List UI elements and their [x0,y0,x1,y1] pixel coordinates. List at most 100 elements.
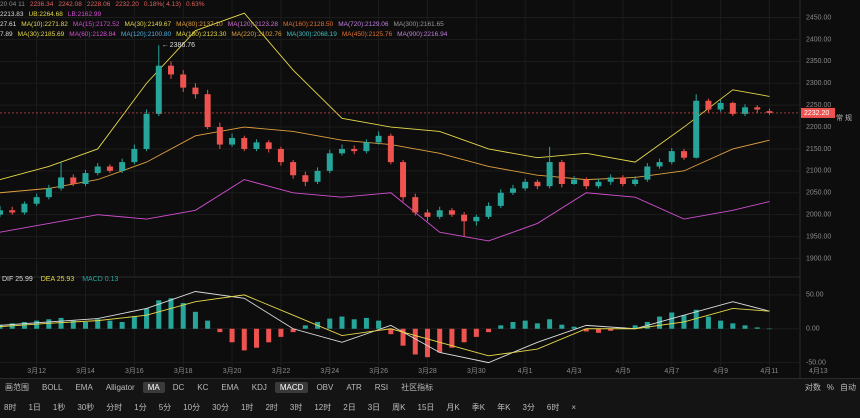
macd-bar [290,328,296,333]
x-tick-label: 3月14 [76,367,95,375]
macd-bar [192,311,198,329]
interval-button[interactable]: 2时 [265,402,278,412]
macd-bar [58,317,64,329]
candle-body [546,162,553,187]
macd-bar [632,325,638,329]
indicator-button[interactable]: Alligator [105,383,135,392]
indicator-button[interactable]: BOLL [42,383,63,392]
interval-button[interactable]: 1时 [240,402,254,412]
indicator-button[interactable]: OBV [316,383,334,392]
candle-body [717,102,724,110]
header-item: LB:2162.99 [67,11,102,18]
y-tick-label: 2150.00 [806,146,831,153]
interval-button[interactable]: 1日 [28,402,41,412]
header-item: 2213.83 [0,11,24,18]
interval-button[interactable]: × [571,402,577,412]
macd-legend: DEA 25.93 [41,276,75,283]
x-tick-label: 3月30 [467,367,486,375]
last-price-tag [801,107,835,118]
indicator-button[interactable]: ATR [346,383,362,392]
y-tick-label: 2000.00 [806,212,831,219]
header-item: MA(30):2185.69 [17,31,65,38]
candle-body [558,162,565,184]
interval-button[interactable]: 周K [392,402,406,412]
macd-bar [253,328,259,348]
macd-bar [657,316,663,329]
macd-bar [363,317,369,329]
interval-button[interactable]: 1秒 [52,402,66,412]
y-tick-label: 2050.00 [806,190,831,197]
scale-options: 对数% 自动 [805,379,856,396]
indicator-button[interactable]: KDJ [251,383,267,392]
interval-button[interactable]: 年K [497,402,511,412]
indicator-line [0,12,770,181]
interval-button[interactable]: 12时 [314,402,332,412]
header-item: MA(60):2128.84 [69,31,116,38]
interval-button[interactable]: 2日 [343,402,356,412]
x-tick-label: 3月22 [272,367,291,375]
macd-bar [705,316,711,329]
scale-button[interactable]: 对数 [804,383,821,392]
indicator-button[interactable]: RSI [374,383,389,392]
macd-bar [608,328,614,331]
header-item: MA(80):2137.10 [176,21,223,28]
header-item: MA(300):2068.19 [286,31,337,38]
candle-body [314,170,321,182]
interval-button[interactable]: 30分 [212,402,229,412]
macd-bar [669,312,675,329]
indicator-button[interactable]: 社区指标 [401,383,434,392]
y-tick-label: 0.00 [806,326,820,333]
interval-button[interactable]: 月K [446,402,460,412]
macd-bar [205,320,211,329]
interval-button[interactable]: 15日 [417,402,435,412]
x-tick-label: 4月11 [760,367,778,375]
indicator-button[interactable]: 画范围 [5,383,29,392]
scale-button[interactable]: 自动 [840,383,856,392]
header-item: MA(300):2161.65 [393,21,444,28]
indicator-button[interactable]: DC [172,383,185,392]
macd-bar [742,325,748,329]
header-item: 2242.08 [58,1,82,8]
candle-body [58,177,65,189]
scale-button[interactable]: % [826,383,834,392]
candle-body [94,166,101,174]
interval-button[interactable]: 季K [471,402,486,412]
indicator-button[interactable]: KC [197,383,209,392]
interval-button[interactable]: 6时 [546,402,560,412]
indicator-button[interactable]: MA [142,382,165,393]
macd-bar [168,298,174,329]
macd-bar [473,328,479,337]
macd-bar [107,320,113,329]
candle-body [754,107,761,110]
macd-bar [388,328,394,335]
interval-button[interactable]: 分时 [106,402,123,412]
macd-bar [437,328,443,353]
header-row: 20 04 11 2236.34 2242.08 2228.06 2232.20 0.18… [0,0,447,10]
macd-bar [131,316,137,329]
interval-button[interactable]: 10分 [183,402,201,412]
interval-button[interactable]: 30秒 [77,402,95,412]
x-tick-label: 3月24 [320,367,339,375]
interval-button[interactable]: 3日 [367,402,381,412]
interval-button[interactable]: 3时 [289,402,303,412]
indicator-line [0,291,770,364]
indicator-button[interactable]: EMA [221,383,239,392]
candle-body [680,151,687,158]
interval-button[interactable]: 1分 [134,402,147,412]
macd-bar [559,324,565,329]
interval-button[interactable]: 8时 [4,402,17,412]
macd-bar [595,328,601,333]
header-item: MA(450):2125.76 [341,31,393,38]
x-tick-label: 3月16 [125,367,144,375]
macd-bar [693,309,699,329]
interval-button[interactable]: 3分 [522,402,535,412]
indicator-button[interactable]: EMA [75,383,93,392]
candle-body [229,138,236,145]
header-item: MA(120):2123.28 [227,21,279,28]
ma-header: 20 04 11 2236.34 2242.08 2228.06 2232.20 0.18… [0,0,447,40]
interval-button[interactable]: 5分 [158,402,172,412]
macd-bar [461,328,467,343]
header-item: UB:2264.68 [28,11,63,18]
indicator-button[interactable]: MACD [274,382,309,393]
candle-body [693,100,700,158]
